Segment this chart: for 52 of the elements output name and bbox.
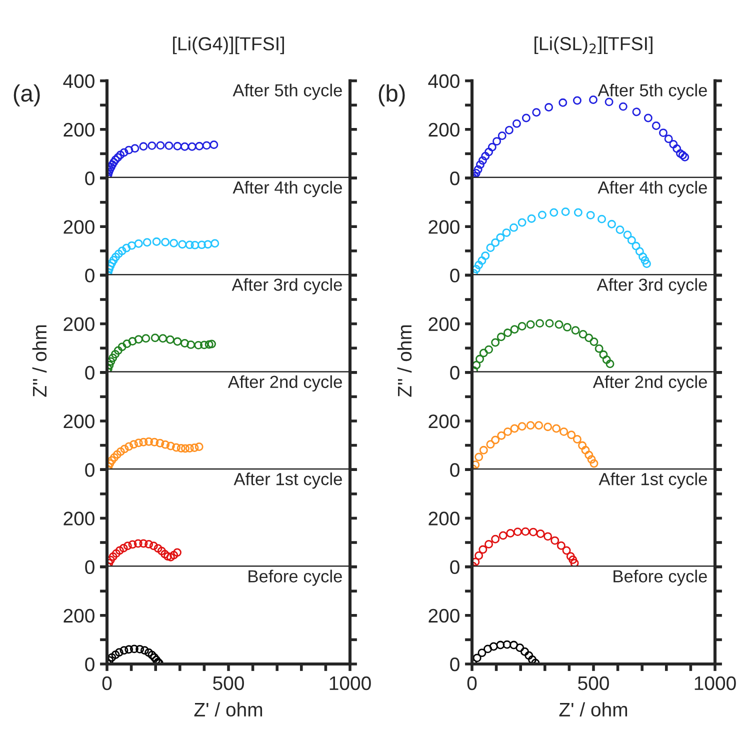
text: (a): [14, 84, 40, 106]
x-tick-label: 1000: [694, 676, 736, 690]
annotation: After 2nd cycle: [592, 375, 707, 392]
x-tick-label: 0: [467, 676, 477, 690]
annotation: After 5th cycle: [598, 84, 707, 100]
x-tick-label: 500: [213, 676, 244, 690]
y-tick-label: 200: [64, 414, 94, 428]
annotation: After 3rd cycle: [596, 278, 707, 294]
y-tick-label: 0: [450, 171, 460, 186]
y-tick-label: 0: [85, 268, 94, 282]
annotation: After 4th cycle: [232, 180, 342, 198]
y-tick-label: 200: [428, 608, 460, 623]
y-tick-label: 200: [64, 122, 94, 137]
annotation: After 1st cycle: [598, 472, 707, 489]
y-tick-label: 200: [64, 317, 94, 332]
y-tick-label: 0: [450, 268, 460, 282]
y-tick-label: 200: [428, 512, 460, 526]
chart-title: [Li(G4)][TFSI]: [173, 36, 284, 54]
x-axis-title: Z' / ohm: [559, 702, 628, 717]
y-tick-label: 0: [450, 463, 460, 477]
y-axis-title: Z'' / ohm: [397, 325, 412, 397]
y-tick-label: 200: [428, 220, 460, 234]
y-tick-label: 0: [85, 463, 94, 477]
annotation: After 2nd cycle: [228, 375, 342, 392]
annotation: Before cycle: [248, 570, 342, 586]
y-tick-label: 200: [428, 414, 460, 428]
y-tick-label: 0: [85, 366, 94, 380]
x-tick-label: 500: [578, 676, 609, 690]
y-tick-label: 0: [450, 560, 460, 574]
y-tick-label: 0: [85, 657, 94, 672]
y-tick-label: 200: [428, 317, 460, 332]
x-tick-label: 0: [102, 676, 112, 690]
chart-title: [Li(SL)$_{2}$][TFSI]: [534, 36, 652, 54]
y-tick-label: 200: [428, 122, 460, 137]
y-tick-label: 200: [64, 512, 94, 526]
annotation: After 1st cycle: [234, 472, 342, 489]
annotation: After 4th cycle: [598, 180, 707, 198]
y-tick-label: 400: [63, 74, 94, 88]
x-axis-title: Z' / ohm: [194, 702, 262, 717]
annotation: After 5th cycle: [232, 84, 342, 100]
y-tick-label: 0: [450, 657, 460, 672]
y-tick-label: 0: [85, 171, 94, 186]
y-axis-title: Z'' / ohm: [32, 325, 47, 397]
y-tick-label: 200: [64, 220, 94, 234]
x-tick-label: 1000: [330, 676, 371, 690]
text: (b): [378, 84, 405, 106]
y-tick-label: 0: [450, 366, 460, 380]
y-tick-label: 200: [64, 608, 94, 623]
y-tick-label: 400: [428, 74, 460, 88]
annotation: Before cycle: [614, 570, 707, 586]
y-tick-label: 0: [85, 560, 94, 574]
annotation: After 3rd cycle: [232, 278, 342, 294]
